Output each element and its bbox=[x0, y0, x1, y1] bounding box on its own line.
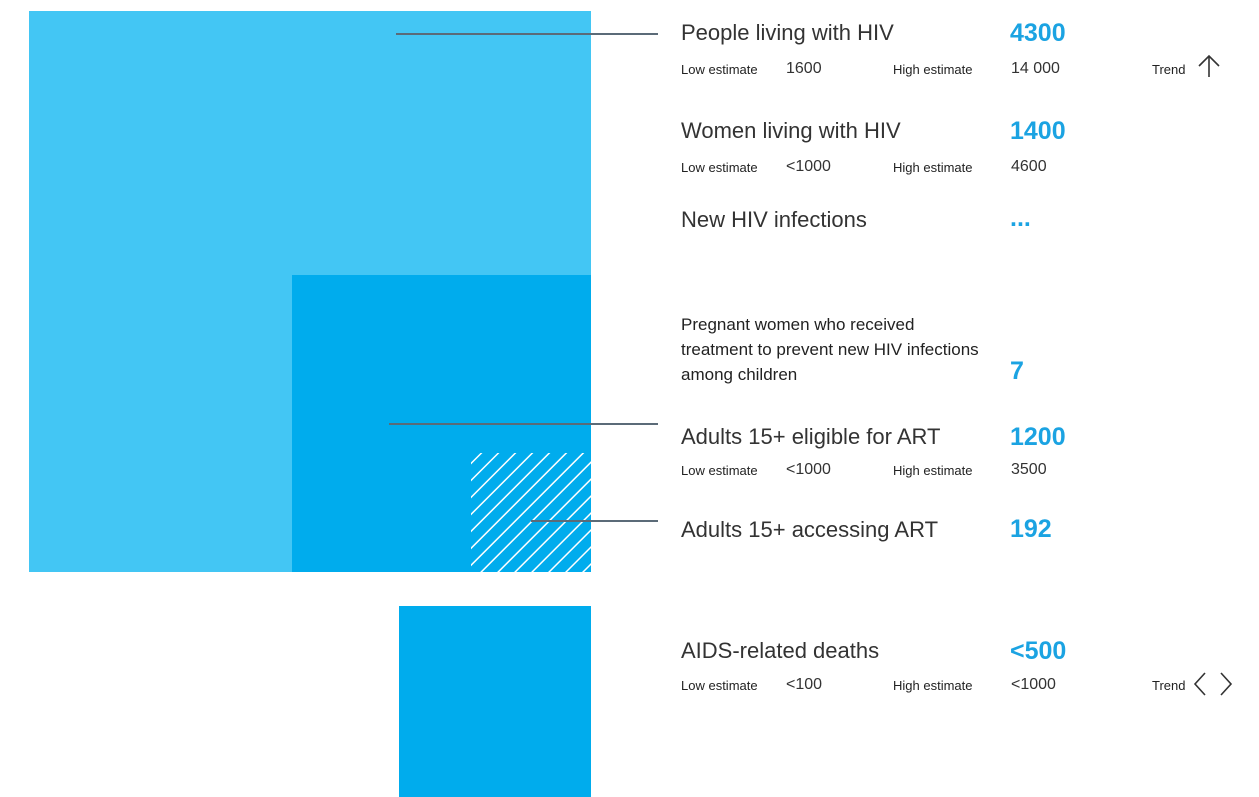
women-label: Women living with HIV bbox=[681, 118, 901, 143]
deaths-high-label: High estimate bbox=[893, 678, 973, 693]
plhiv-high-label: High estimate bbox=[893, 62, 973, 77]
deaths-value: <500 bbox=[1010, 637, 1067, 665]
deaths-low-value: <100 bbox=[786, 676, 823, 693]
eligible-low-label: Low estimate bbox=[681, 463, 758, 478]
plhiv-low-value: 1600 bbox=[786, 60, 822, 77]
arrows-left-right-icon bbox=[1193, 672, 1233, 696]
new-infections-value: ... bbox=[1010, 204, 1031, 232]
women-value: 1400 bbox=[1010, 117, 1066, 145]
women-low-value: <1000 bbox=[786, 158, 831, 175]
eligible-low-value: <1000 bbox=[786, 461, 831, 478]
eligible-label: Adults 15+ eligible for ART bbox=[681, 424, 941, 449]
new-infections-label: New HIV infections bbox=[681, 207, 867, 232]
accessing-art-square bbox=[471, 453, 591, 572]
plhiv-high-value: 14 000 bbox=[1011, 60, 1060, 77]
accessing-value: 192 bbox=[1010, 515, 1052, 543]
eligible-high-value: 3500 bbox=[1011, 461, 1047, 478]
aids-deaths-square bbox=[399, 606, 591, 797]
eligible-high-label: High estimate bbox=[893, 463, 973, 478]
pmtct-label: Pregnant women who received treatment to… bbox=[681, 315, 979, 384]
deaths-low-label: Low estimate bbox=[681, 678, 758, 693]
plhiv-label: People living with HIV bbox=[681, 20, 894, 45]
women-high-value: 4600 bbox=[1011, 158, 1047, 175]
arrow-up-icon bbox=[1198, 54, 1220, 77]
plhiv-low-label: Low estimate bbox=[681, 62, 758, 77]
deaths-trend-label: Trend bbox=[1152, 678, 1186, 693]
deaths-label: AIDS-related deaths bbox=[681, 638, 880, 663]
women-low-label: Low estimate bbox=[681, 160, 758, 175]
plhiv-trend-label: Trend bbox=[1152, 62, 1186, 77]
plhiv-value: 4300 bbox=[1010, 19, 1066, 47]
women-high-label: High estimate bbox=[893, 160, 973, 175]
pmtct-value: 7 bbox=[1010, 357, 1024, 385]
accessing-label: Adults 15+ accessing ART bbox=[681, 517, 939, 542]
deaths-high-value: <1000 bbox=[1011, 676, 1056, 693]
eligible-value: 1200 bbox=[1010, 423, 1066, 451]
